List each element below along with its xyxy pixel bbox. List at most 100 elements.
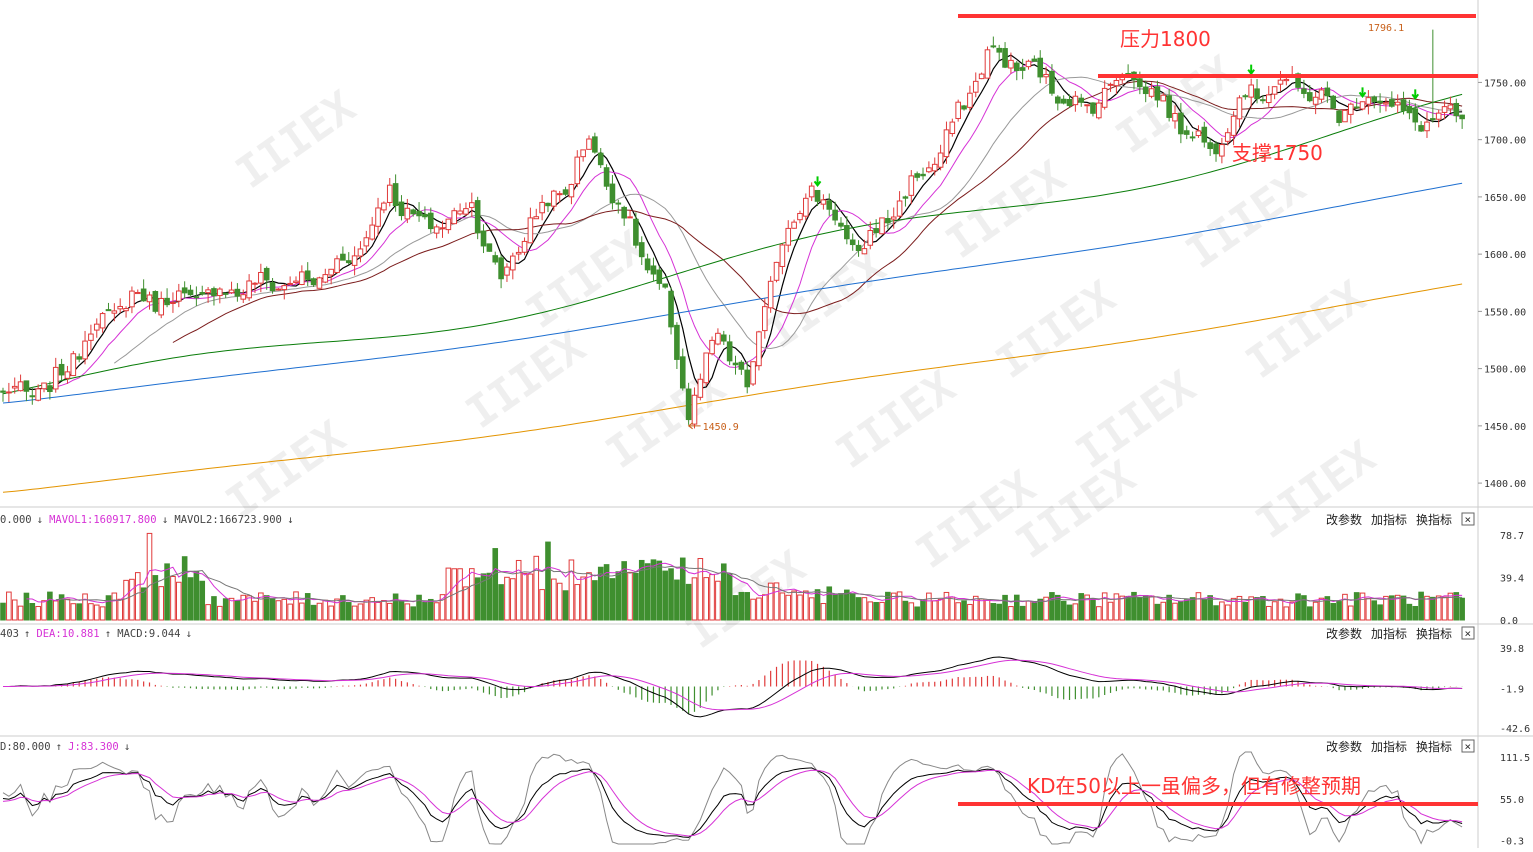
volume-bar	[762, 594, 768, 621]
volume-bar	[1049, 592, 1055, 621]
candle-down	[263, 267, 270, 281]
candle-up	[457, 210, 463, 215]
volume-bar	[814, 589, 821, 621]
resistance-label: 压力1800	[1120, 27, 1211, 51]
candle-up	[1072, 95, 1079, 106]
price-axis-label: 1650.00	[1484, 193, 1526, 204]
volume-bar	[363, 599, 370, 621]
volume-bar	[873, 602, 879, 621]
volume-bar	[1224, 604, 1231, 621]
candle-up	[1172, 112, 1178, 122]
volume-bar	[715, 580, 721, 621]
candle-up	[381, 202, 387, 211]
switch-indicator-button[interactable]: 换指标	[1416, 739, 1452, 754]
volume-bar	[134, 572, 141, 621]
panel-header-text: ↑	[56, 741, 62, 753]
volume-bar	[369, 597, 375, 621]
candle-down	[1324, 87, 1331, 97]
modify-params-button[interactable]: 改参数	[1326, 739, 1362, 754]
candle-up	[1008, 59, 1014, 69]
candle-down	[310, 278, 317, 286]
candle-down	[726, 341, 733, 362]
candle-up	[52, 366, 59, 390]
candle-up	[808, 185, 815, 198]
candle-down	[545, 202, 551, 207]
volume-bar	[1213, 605, 1219, 621]
volume-bar	[105, 595, 112, 621]
candle-down	[345, 260, 352, 264]
candle-up	[890, 216, 897, 220]
modify-params-button[interactable]: 改参数	[1326, 512, 1362, 527]
volume-bar	[1242, 601, 1249, 621]
candle-up	[228, 289, 235, 294]
candle-up	[1394, 101, 1401, 106]
close-icon[interactable]: ×	[1465, 513, 1472, 526]
candle-down	[668, 290, 674, 328]
volume-bar	[357, 603, 364, 621]
close-icon[interactable]: ×	[1465, 627, 1472, 640]
volume-bar	[703, 577, 710, 621]
close-panel-button[interactable]	[1461, 739, 1475, 753]
add-indicator-button[interactable]: 加指标	[1371, 626, 1407, 641]
mavol2-line	[55, 565, 1463, 603]
candle-up	[703, 352, 710, 384]
candle-up	[504, 266, 510, 276]
candle-down	[826, 200, 833, 210]
volume-bar	[1277, 598, 1284, 621]
volume-bar	[351, 605, 358, 621]
volume-bar	[685, 583, 692, 621]
indicator-axis-label: 39.4	[1500, 573, 1524, 584]
dif-line	[3, 656, 1463, 718]
candle-up	[1248, 84, 1254, 98]
candle-down	[744, 369, 751, 388]
volume-bar	[310, 604, 317, 621]
candle-up	[785, 227, 792, 246]
add-indicator-button[interactable]: 加指标	[1371, 739, 1407, 754]
indicator-axis-label: 111.5	[1500, 753, 1530, 764]
watermark-logo: IIIEX	[457, 321, 595, 439]
volume-bar	[47, 591, 53, 621]
switch-indicator-button[interactable]: 换指标	[1416, 626, 1452, 641]
candle-up	[1148, 88, 1155, 97]
candle-down	[597, 152, 604, 166]
volume-bar	[1078, 593, 1085, 621]
volume-bar	[433, 602, 440, 621]
close-panel-button[interactable]	[1461, 626, 1475, 640]
watermark-logo: IIIEX	[227, 81, 365, 199]
candle-up	[767, 280, 774, 309]
price-axis-label: 1550.00	[1484, 307, 1526, 318]
close-icon[interactable]: ×	[1465, 740, 1472, 753]
candle-down	[58, 363, 65, 376]
candle-down	[29, 395, 36, 398]
volume-bar	[11, 599, 18, 621]
volume-bar	[492, 548, 499, 621]
add-indicator-button[interactable]: 加指标	[1371, 512, 1407, 527]
candle-down	[592, 136, 598, 153]
candle-up	[984, 49, 991, 79]
switch-indicator-button[interactable]: 换指标	[1416, 512, 1452, 527]
volume-bar	[996, 603, 1003, 621]
volume-bar	[334, 598, 340, 621]
volume-bar	[88, 603, 94, 621]
candle-down	[422, 213, 428, 218]
modify-params-button[interactable]: 改参数	[1326, 626, 1362, 641]
signal-arrow-icon	[1358, 87, 1367, 99]
candle-down	[486, 243, 493, 252]
candle-down	[492, 255, 499, 263]
volume-bar	[222, 598, 229, 621]
candle-down	[1178, 112, 1184, 135]
volume-bar	[785, 594, 792, 621]
candle-down	[199, 292, 206, 295]
candle-down	[1295, 73, 1301, 88]
candle-down	[1459, 114, 1465, 120]
panel-header-text: 0.000	[0, 514, 32, 526]
candle-up	[369, 224, 375, 240]
volume-bar	[1172, 602, 1178, 621]
volume-bar	[896, 591, 903, 621]
candle-up	[1195, 130, 1202, 137]
volume-bar	[1148, 595, 1155, 621]
close-panel-button[interactable]	[1461, 512, 1475, 526]
candle-down	[211, 288, 217, 297]
candle-down	[410, 209, 416, 215]
candle-up	[1236, 97, 1243, 120]
